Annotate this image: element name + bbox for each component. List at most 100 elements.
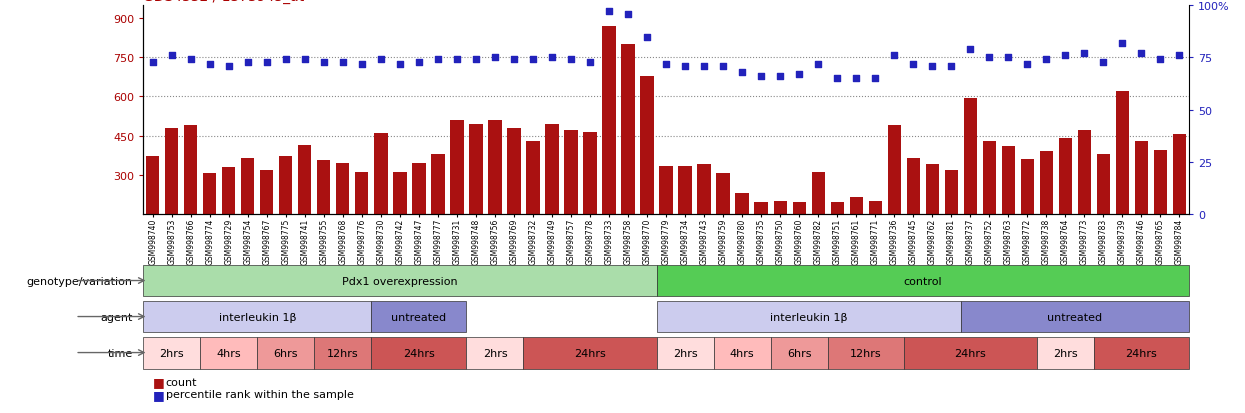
Bar	[656, 301, 961, 333]
Bar	[869, 201, 881, 253]
Text: percentile rank within the sample: percentile rank within the sample	[166, 389, 354, 399]
Text: 4hrs: 4hrs	[730, 348, 754, 358]
Point	[675, 63, 695, 70]
Bar	[1002, 147, 1015, 253]
Bar	[146, 157, 159, 253]
Point	[219, 63, 239, 70]
Bar	[828, 337, 904, 369]
Point	[352, 61, 372, 68]
Bar	[793, 203, 806, 253]
Text: 6hrs: 6hrs	[787, 348, 812, 358]
Bar	[1094, 337, 1189, 369]
Bar	[200, 337, 258, 369]
Text: 12hrs: 12hrs	[850, 348, 881, 358]
Point	[808, 61, 828, 68]
Point	[1093, 59, 1113, 66]
Point	[980, 55, 1000, 62]
Point	[523, 57, 543, 64]
Point	[143, 59, 163, 66]
Bar	[736, 194, 748, 253]
Point	[618, 11, 637, 18]
Text: 4hrs: 4hrs	[217, 348, 242, 358]
Text: 2hrs: 2hrs	[159, 348, 184, 358]
Bar	[640, 76, 654, 253]
Bar	[964, 99, 977, 253]
Text: 12hrs: 12hrs	[327, 348, 359, 358]
Bar	[656, 265, 1189, 297]
Point	[847, 76, 867, 82]
Point	[295, 57, 315, 64]
Bar	[679, 166, 692, 253]
Point	[181, 57, 200, 64]
Point	[408, 59, 428, 66]
Bar	[143, 301, 371, 333]
Point	[998, 55, 1018, 62]
Point	[923, 63, 942, 70]
Bar	[830, 203, 844, 253]
Bar	[545, 125, 559, 253]
Point	[580, 59, 600, 66]
Text: ■: ■	[153, 388, 164, 401]
Bar	[143, 337, 200, 369]
Point	[695, 63, 715, 70]
Bar	[523, 337, 656, 369]
Bar	[584, 133, 596, 253]
Point	[486, 55, 505, 62]
Text: interleukin 1β: interleukin 1β	[769, 312, 848, 322]
Bar	[143, 265, 656, 297]
Point	[960, 47, 980, 53]
Bar	[222, 168, 235, 253]
Text: 2hrs: 2hrs	[1053, 348, 1078, 358]
Bar	[660, 166, 672, 253]
Text: 2hrs: 2hrs	[672, 348, 697, 358]
Point	[314, 59, 334, 66]
Point	[1132, 51, 1152, 57]
Point	[827, 76, 847, 82]
Bar	[488, 121, 502, 253]
Text: untreated: untreated	[391, 312, 447, 322]
Point	[332, 59, 352, 66]
Text: 24hrs: 24hrs	[955, 348, 986, 358]
Point	[637, 34, 657, 41]
Bar	[849, 197, 863, 253]
Point	[371, 57, 391, 64]
Bar	[773, 201, 787, 253]
Point	[447, 57, 467, 64]
Bar	[904, 337, 1037, 369]
Bar	[1058, 139, 1072, 253]
Text: Pdx1 overexpression: Pdx1 overexpression	[342, 276, 458, 286]
Point	[865, 76, 885, 82]
Bar	[564, 131, 578, 253]
Bar	[336, 164, 350, 253]
Bar	[1154, 151, 1167, 253]
Bar	[1078, 131, 1091, 253]
Bar	[355, 173, 369, 253]
Point	[428, 57, 448, 64]
Bar	[375, 134, 387, 253]
Bar	[982, 142, 996, 253]
Bar	[393, 173, 407, 253]
Text: 24hrs: 24hrs	[403, 348, 435, 358]
Text: 2hrs: 2hrs	[483, 348, 507, 358]
Bar	[888, 126, 901, 253]
Bar	[451, 121, 463, 253]
Bar	[621, 45, 635, 253]
Bar	[1116, 92, 1129, 253]
Point	[599, 9, 619, 16]
Point	[1169, 53, 1189, 59]
Bar	[242, 159, 254, 253]
Point	[542, 55, 561, 62]
Point	[656, 61, 676, 68]
Text: 24hrs: 24hrs	[1125, 348, 1158, 358]
Point	[1017, 61, 1037, 68]
Text: count: count	[166, 377, 197, 387]
Text: GDS4332 / 1373945_at: GDS4332 / 1373945_at	[143, 0, 305, 4]
Point	[238, 59, 258, 66]
Text: agent: agent	[101, 312, 133, 322]
Point	[390, 61, 410, 68]
Bar	[656, 337, 713, 369]
Point	[276, 57, 296, 64]
Bar	[812, 173, 825, 253]
Bar	[371, 337, 467, 369]
Text: 6hrs: 6hrs	[274, 348, 298, 358]
